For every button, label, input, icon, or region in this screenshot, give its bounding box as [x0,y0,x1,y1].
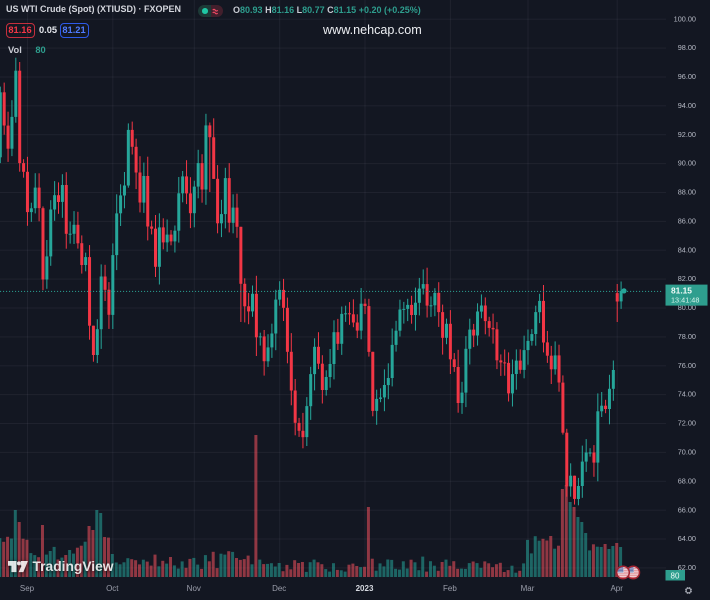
svg-text:94.00: 94.00 [678,101,696,110]
svg-text:72.00: 72.00 [678,419,696,428]
svg-text:TradingView: TradingView [32,559,113,574]
svg-text:80: 80 [671,572,680,581]
svg-text:68.00: 68.00 [678,476,696,485]
svg-text:80.00: 80.00 [678,303,696,312]
svg-text:Oct: Oct [106,584,119,593]
svg-text:70.00: 70.00 [678,448,696,457]
svg-text:Dec: Dec [272,584,286,593]
svg-text:Mar: Mar [521,584,535,593]
svg-text:Sep: Sep [20,584,35,593]
svg-text:84.00: 84.00 [678,245,696,254]
svg-text:78.00: 78.00 [678,332,696,341]
svg-text:2023: 2023 [356,584,374,593]
svg-text:74.00: 74.00 [678,390,696,399]
svg-text:92.00: 92.00 [678,130,696,139]
svg-text:Apr: Apr [610,584,623,593]
svg-text:100.00: 100.00 [674,14,696,23]
svg-text:88.00: 88.00 [678,188,696,197]
svg-text:96.00: 96.00 [678,72,696,81]
svg-text:98.00: 98.00 [678,43,696,52]
svg-text:62.00: 62.00 [678,563,696,572]
svg-text:86.00: 86.00 [678,217,696,226]
svg-text:76.00: 76.00 [678,361,696,370]
svg-text:90.00: 90.00 [678,159,696,168]
svg-text:64.00: 64.00 [678,534,696,543]
svg-text:81.15: 81.15 [671,286,692,296]
svg-text:82.00: 82.00 [678,274,696,283]
svg-text:Nov: Nov [187,584,201,593]
svg-text:66.00: 66.00 [678,505,696,514]
svg-text:13:41:48: 13:41:48 [671,296,699,305]
svg-text:Feb: Feb [443,584,457,593]
